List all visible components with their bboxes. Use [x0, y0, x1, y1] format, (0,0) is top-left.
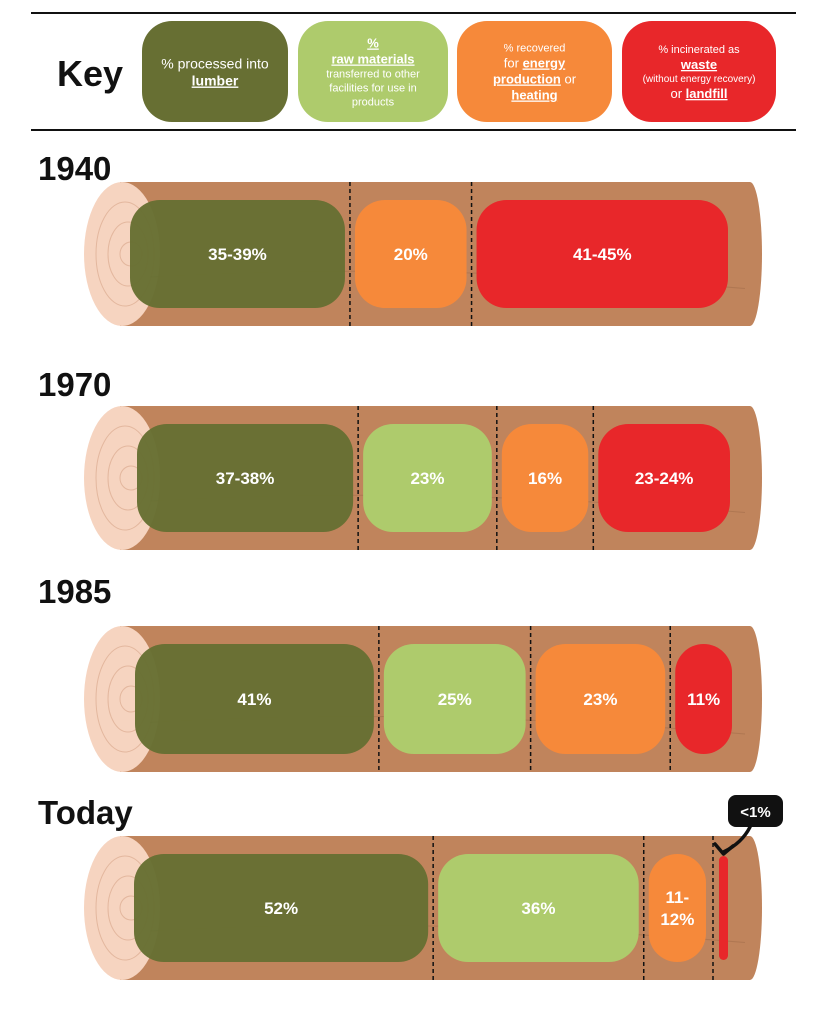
key-text-line: waste — [680, 57, 717, 72]
bar-waste — [675, 644, 732, 754]
key-title: Key — [57, 53, 123, 94]
bar-label-raw: 25% — [438, 690, 472, 709]
key-text-segment: facilities for use in — [329, 83, 416, 95]
bar-label-raw: 23% — [410, 469, 444, 488]
year-label: 1940 — [38, 150, 111, 187]
log-row-today: Today 52% 36% 11- 12% <1% — [38, 794, 783, 980]
key-text-segment: lumber — [192, 73, 239, 89]
bar-label-raw: 36% — [521, 899, 555, 918]
key-text-segment: for — [504, 56, 523, 71]
bar-label-energy: 11- — [666, 888, 690, 907]
key-text-segment: % recovered — [504, 43, 566, 55]
key-text-line: % — [367, 36, 379, 51]
key-swatch-energy — [457, 21, 612, 122]
key-text-segment: raw materials — [331, 52, 414, 67]
bar-label-waste: <1% — [740, 804, 770, 821]
key-text-segment: % — [367, 36, 379, 51]
bar-label-lumber: 41% — [237, 690, 271, 709]
key-text-segment: % incinerated as — [658, 44, 740, 56]
bar-raw — [383, 644, 526, 754]
key-text-segment: transferred to other — [326, 69, 420, 81]
key-swatch-raw — [298, 21, 448, 122]
log-row-1970: 1970 37-38% 23% 16% 23-24% — [38, 366, 762, 550]
bar-lumber — [135, 644, 374, 754]
key-text-line: lumber — [192, 73, 239, 89]
bar-waste — [476, 200, 728, 308]
key-text-segment: (without energy recovery) — [643, 74, 756, 85]
key-text-line: heating — [511, 88, 557, 103]
log-back-end — [738, 626, 762, 772]
key-text-segment: or — [561, 72, 577, 87]
bar-label-energy: 23% — [583, 690, 617, 709]
key-text-line: for energy — [504, 56, 566, 71]
key-text-line: % incinerated as — [658, 44, 740, 56]
log-back-end — [738, 406, 762, 550]
bar-label-lumber: 52% — [264, 899, 298, 918]
bar-lumber — [134, 854, 429, 962]
bar-waste — [598, 424, 730, 532]
year-label: 1970 — [38, 366, 111, 403]
bar-raw — [363, 424, 492, 532]
bar-raw — [438, 854, 639, 962]
bar-label-lumber: 37-38% — [216, 469, 275, 488]
key-text-line: or landfill — [670, 86, 727, 101]
key-text-segment: landfill — [686, 86, 728, 101]
key-swatch-lumber — [142, 21, 288, 122]
bar-label-energy: 16% — [528, 469, 562, 488]
log-row-1940: 1940 35-39% 20% 41-45% — [38, 150, 762, 326]
key-text-segment: or — [670, 86, 685, 101]
bar-lumber — [130, 200, 345, 308]
bar-label-waste: 23-24% — [635, 469, 694, 488]
key-text-line: transferred to other — [326, 69, 420, 81]
callout-arrow-head — [713, 842, 735, 856]
key-text-segment: production — [493, 72, 561, 87]
bar-label-lumber: 35-39% — [208, 245, 267, 264]
bar-label-energy: 20% — [394, 245, 428, 264]
key-text-segment: % processed into — [161, 56, 269, 72]
key-text-segment: waste — [680, 57, 717, 72]
year-label: 1985 — [38, 573, 111, 610]
key-text-line: production or — [493, 72, 577, 87]
key-swatch-waste — [622, 21, 776, 122]
log-back-end — [738, 836, 762, 980]
key-text-line: % processed into — [161, 56, 269, 72]
key-text-line: % recovered — [504, 43, 566, 55]
key-text-line: raw materials — [331, 52, 414, 67]
log-row-1985: 1985 41% 25% 23% 11% — [38, 573, 762, 772]
key-item-raw: %raw materials transferred to other facili… — [298, 21, 448, 122]
key-text-segment: products — [352, 97, 395, 109]
key-text-line: facilities for use in — [329, 83, 416, 95]
bar-energy — [648, 854, 706, 962]
log-back-end — [738, 182, 762, 326]
bar-label-waste: 11% — [687, 690, 720, 709]
key-text-line: products — [352, 97, 395, 109]
bar-label-energy: 12% — [660, 910, 694, 929]
callout-bubble — [728, 795, 783, 827]
bar-lumber — [137, 424, 354, 532]
key-text-line: (without energy recovery) — [643, 74, 756, 85]
bar-waste — [719, 856, 728, 960]
bar-energy — [354, 200, 467, 308]
key-text-segment: heating — [511, 88, 557, 103]
bar-energy — [535, 644, 666, 754]
bar-label-waste: 41-45% — [573, 245, 632, 264]
key-text-segment: energy — [523, 56, 566, 71]
bar-energy — [501, 424, 589, 532]
year-label: Today — [38, 794, 133, 831]
